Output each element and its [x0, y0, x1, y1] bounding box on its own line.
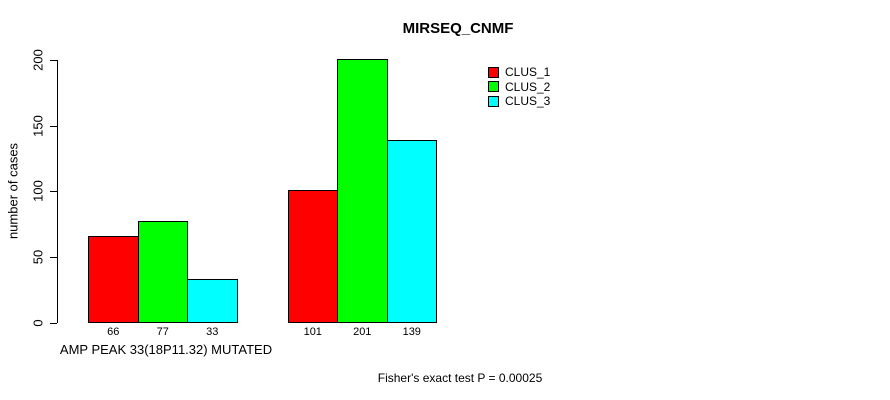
legend-swatch-clus-3	[488, 95, 499, 107]
y-tick	[50, 125, 57, 127]
bar-clus-1	[88, 235, 139, 323]
bar-clus-3	[187, 279, 238, 323]
y-tick-label: 100	[30, 180, 45, 203]
bar-value-label: 66	[107, 325, 120, 338]
bar-clus-3	[386, 140, 437, 323]
legend-label: CLUS_1	[505, 65, 551, 80]
y-axis-label: number of cases	[5, 142, 21, 240]
bar-clus-2	[337, 58, 388, 323]
bar-value-label: 33	[206, 325, 219, 338]
bar-value-label: 139	[402, 325, 421, 338]
y-tick	[50, 191, 57, 193]
y-tick-label: 50	[30, 249, 45, 265]
legend-row: CLUS_3	[488, 94, 550, 109]
legend-swatch-clus-2	[488, 81, 499, 93]
bar-value-label: 201	[353, 325, 372, 338]
bar-clus-1	[287, 189, 338, 323]
y-tick-label: 200	[30, 49, 45, 71]
y-tick-label: 0	[30, 318, 45, 327]
y-tick	[50, 60, 57, 61]
y-tick	[50, 322, 57, 324]
legend: CLUS_1 CLUS_2 CLUS_3	[488, 65, 550, 109]
legend-swatch-clus-1	[488, 66, 499, 78]
legend-row: CLUS_1	[488, 65, 550, 80]
chart-title: MIRSEQ_CNMF	[402, 20, 514, 37]
bar-value-label: 77	[156, 325, 169, 338]
y-tick	[50, 256, 57, 258]
bar-value-label: 101	[303, 325, 322, 338]
bar-clus-2	[137, 221, 188, 323]
fisher-test-annotation: Fisher's exact test P = 0.00025	[377, 371, 543, 385]
y-tick-label: 150	[30, 114, 45, 137]
legend-label: CLUS_3	[505, 94, 551, 109]
x-category-label: AMP PEAK 33(18P11.32) MUTATED	[59, 342, 273, 357]
legend-label: CLUS_2	[505, 79, 551, 94]
legend-row: CLUS_2	[488, 80, 550, 95]
y-axis-line	[57, 60, 58, 323]
